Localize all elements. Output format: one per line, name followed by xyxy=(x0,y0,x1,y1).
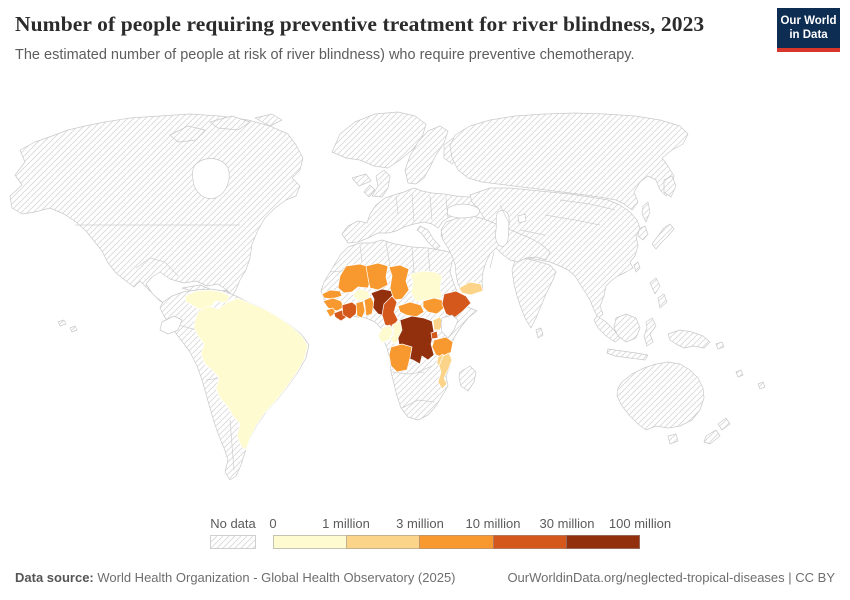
country-brazil[interactable] xyxy=(193,297,309,451)
region-iceland xyxy=(351,173,372,187)
map-legend: No data 0 1 million 3 million 10 million… xyxy=(0,514,850,554)
region-new-zealand xyxy=(703,429,721,445)
hudson-bay xyxy=(192,158,230,199)
country-sudan[interactable] xyxy=(409,270,443,303)
aral-sea xyxy=(517,213,527,224)
region-pacific-island xyxy=(757,381,766,390)
owid-logo-line2: in Data xyxy=(789,29,828,41)
country-chad[interactable] xyxy=(388,264,410,301)
region-sakhalin xyxy=(641,201,651,223)
country-ghana[interactable] xyxy=(355,300,366,319)
region-korea xyxy=(637,225,649,241)
inland-seas xyxy=(192,158,527,247)
region-kamchatka xyxy=(663,175,677,198)
country-senegal[interactable] xyxy=(321,289,343,300)
region-sri-lanka xyxy=(535,327,544,339)
no-data-landmasses xyxy=(9,111,766,481)
country-burkina-faso[interactable] xyxy=(352,288,371,302)
legend-swatch-3-10m[interactable] xyxy=(419,535,494,549)
footer-link[interactable]: OurWorldinData.org/neglected-tropical-di… xyxy=(507,570,835,585)
country-south-sudan[interactable] xyxy=(422,297,445,315)
region-hawaii xyxy=(57,319,67,327)
legend-no-data-swatch[interactable] xyxy=(210,535,256,549)
region-borneo xyxy=(613,313,641,343)
region-great-britain xyxy=(371,169,391,198)
region-pacific-island xyxy=(715,341,725,350)
region-new-guinea xyxy=(667,329,711,349)
country-venezuela[interactable] xyxy=(184,289,231,311)
legend-tick-3m: 3 million xyxy=(396,516,444,531)
owid-logo-line1: Our World xyxy=(780,14,837,27)
legend-no-data-label: No data xyxy=(210,516,256,531)
region-madagascar xyxy=(458,365,477,392)
region-new-zealand xyxy=(717,417,731,431)
region-tasmania xyxy=(667,433,679,445)
legend-swatch-30-100m[interactable] xyxy=(565,535,641,549)
country-angola[interactable] xyxy=(388,343,413,373)
data-source-label: Data source: xyxy=(15,570,94,585)
legend-tick-0: 0 xyxy=(269,516,277,531)
country-ecuador[interactable] xyxy=(159,315,183,335)
data-source: Data source: World Health Organization -… xyxy=(15,570,456,585)
country-borders xyxy=(75,193,616,471)
data-source-text: World Health Organization - Global Healt… xyxy=(93,570,456,585)
region-hawaii xyxy=(69,325,78,333)
country-yemen[interactable] xyxy=(458,281,484,296)
country-cote-divoire[interactable] xyxy=(341,301,358,320)
legend-color-ramp xyxy=(273,535,641,549)
legend-swatch-10-30m[interactable] xyxy=(492,535,567,549)
black-sea xyxy=(446,203,480,219)
region-north-america xyxy=(9,113,304,322)
country-togo-benin[interactable] xyxy=(363,296,375,317)
region-java xyxy=(606,348,649,361)
region-pacific-island xyxy=(735,369,744,378)
country-kenya[interactable] xyxy=(440,314,459,339)
region-scandinavia xyxy=(404,125,449,185)
legend-tick-30m: 30 million xyxy=(539,516,595,531)
header: Number of people requiring preventive tr… xyxy=(15,10,765,63)
legend-tick-10m: 10 million xyxy=(465,516,521,531)
country-niger[interactable] xyxy=(365,262,389,291)
region-japan xyxy=(651,223,675,250)
page-title: Number of people requiring preventive tr… xyxy=(15,12,705,36)
caspian-sea xyxy=(495,210,510,247)
legend-swatch-0-1m[interactable] xyxy=(273,535,348,549)
country-congo[interactable] xyxy=(389,320,405,345)
region-india xyxy=(511,257,557,329)
country-gabon[interactable] xyxy=(377,324,394,344)
region-sumatra xyxy=(593,315,621,343)
country-burundi[interactable] xyxy=(430,330,439,340)
region-australia xyxy=(616,361,705,431)
region-philippines xyxy=(657,293,668,309)
country-central-african-republic[interactable] xyxy=(397,301,425,318)
region-ireland xyxy=(363,184,376,198)
owid-logo[interactable]: Our World in Data xyxy=(777,8,840,52)
country-mozambique[interactable] xyxy=(437,352,453,390)
legend-swatch-1-3m[interactable] xyxy=(346,535,421,549)
legend-tick-100m: 100 million xyxy=(608,516,672,531)
legend-tick-1m: 1 million xyxy=(322,516,370,531)
region-arctic-island xyxy=(254,113,283,127)
country-cameroon[interactable] xyxy=(381,295,399,328)
region-arctic-island xyxy=(169,125,206,143)
page-subtitle: The estimated number of people at risk o… xyxy=(15,47,635,64)
region-arctic-island xyxy=(209,115,251,131)
country-ethiopia[interactable] xyxy=(441,290,472,319)
region-central-east-asia xyxy=(469,187,641,319)
region-russia-siberia xyxy=(449,112,689,211)
data-countries xyxy=(159,262,484,451)
region-taiwan xyxy=(633,261,641,273)
region-philippines xyxy=(649,277,661,295)
region-sulawesi xyxy=(643,317,657,347)
region-italy xyxy=(416,225,441,251)
